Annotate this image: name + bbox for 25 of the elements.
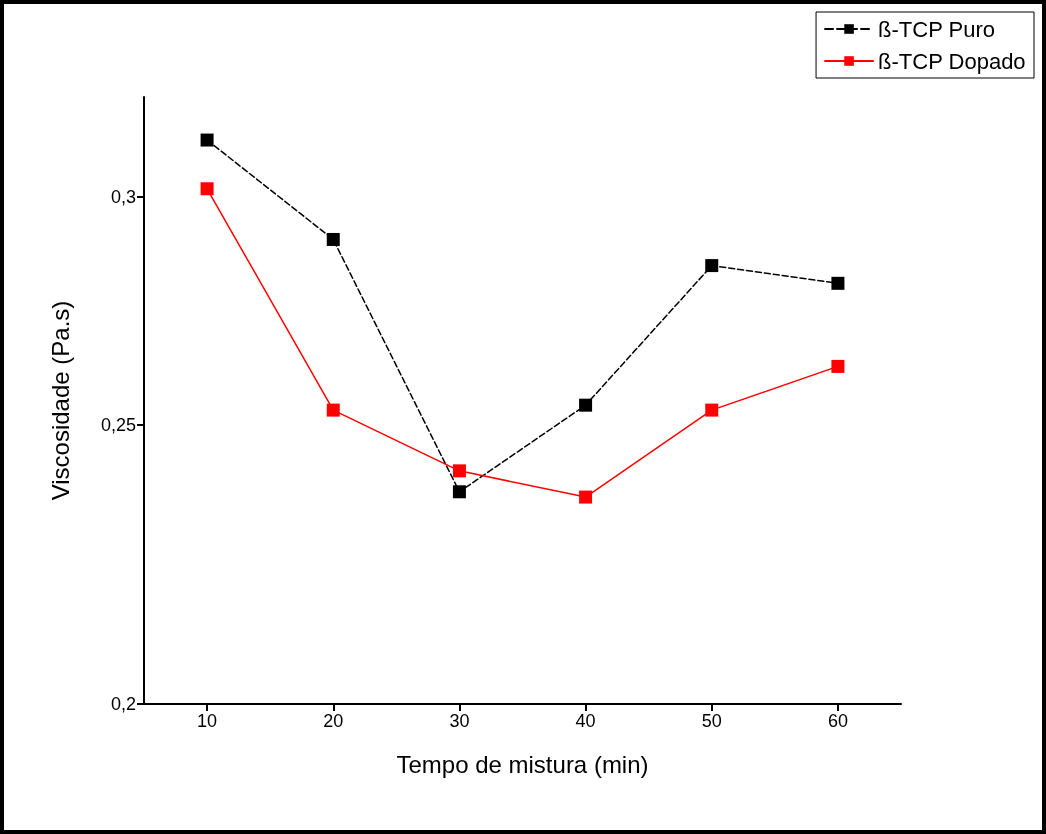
- x-axis-title: Tempo de mistura (min): [396, 750, 649, 778]
- legend-label: ß-TCP Puro: [878, 16, 996, 42]
- point: [200, 133, 214, 147]
- point: [831, 359, 845, 373]
- x-tick-label: 20: [323, 711, 344, 731]
- point: [326, 232, 340, 246]
- point: [831, 276, 845, 290]
- x-tick-label: 30: [449, 711, 470, 731]
- y-tick-label: 0,3: [110, 187, 136, 208]
- y-tick-label: 0,25: [100, 415, 136, 436]
- point: [452, 485, 466, 499]
- point: [705, 259, 719, 273]
- legend-label: ß-TCP Dopado: [878, 48, 1026, 74]
- x-tick-label: 10: [197, 711, 218, 731]
- point: [705, 403, 719, 417]
- y-axis-title: Viscosidade (Pa.s): [46, 300, 74, 501]
- point: [326, 403, 340, 417]
- point: [200, 182, 214, 196]
- x-tick-label: 40: [575, 711, 596, 731]
- y-tick-label: 0,2: [110, 694, 136, 714]
- x-tick-label: 60: [827, 711, 848, 731]
- x-tick-label: 50: [701, 711, 722, 731]
- point: [579, 398, 593, 412]
- point: [452, 464, 466, 478]
- point: [579, 490, 593, 504]
